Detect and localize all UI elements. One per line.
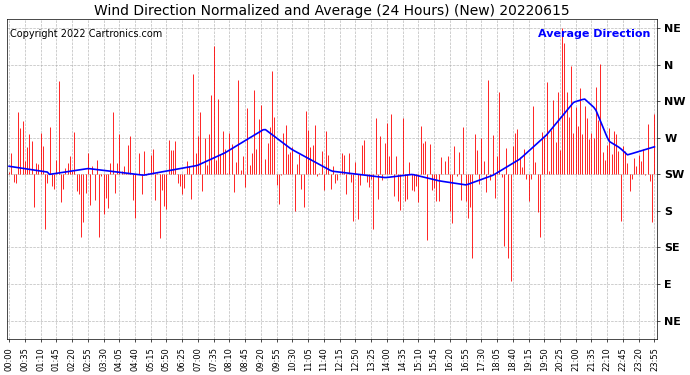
Text: Copyright 2022 Cartronics.com: Copyright 2022 Cartronics.com (10, 29, 162, 39)
Title: Wind Direction Normalized and Average (24 Hours) (New) 20220615: Wind Direction Normalized and Average (2… (94, 4, 569, 18)
Text: Average Direction: Average Direction (538, 29, 650, 39)
